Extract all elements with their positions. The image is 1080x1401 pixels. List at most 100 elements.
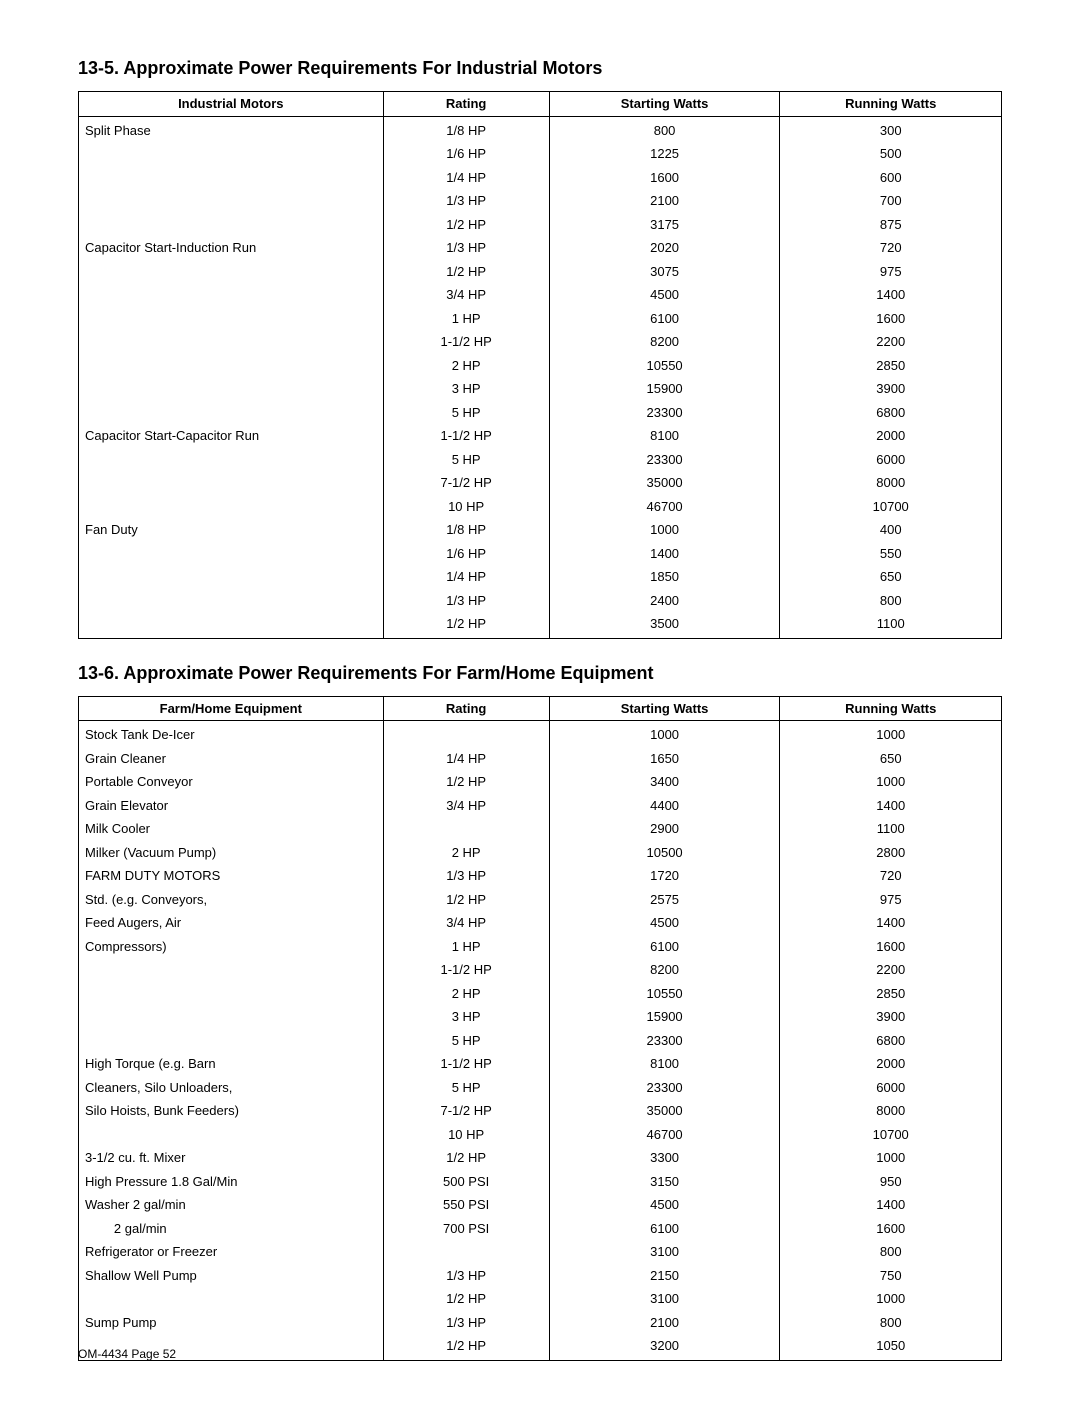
rating-cell: 1/4 HP — [383, 747, 549, 771]
table-row: 1/2 HP35001100 — [79, 612, 1002, 638]
starting-watts-cell: 1000 — [549, 721, 780, 747]
running-watts-cell: 2200 — [780, 958, 1002, 982]
equipment-label: High Torque (e.g. Barn — [79, 1052, 384, 1076]
running-watts-cell: 10700 — [780, 1123, 1002, 1147]
running-watts-cell: 800 — [780, 589, 1002, 613]
running-watts-cell: 1400 — [780, 794, 1002, 818]
rating-cell: 1/2 HP — [383, 260, 549, 284]
equipment-label — [79, 565, 384, 589]
rating-cell — [383, 721, 549, 747]
equipment-label: Silo Hoists, Bunk Feeders) — [79, 1099, 384, 1123]
rating-cell: 10 HP — [383, 495, 549, 519]
table-row: 2 gal/min700 PSI61001600 — [79, 1217, 1002, 1241]
table-row: 1/4 HP1600600 — [79, 166, 1002, 190]
equipment-label — [79, 589, 384, 613]
table-row: 1/3 HP2100700 — [79, 189, 1002, 213]
table-row: Portable Conveyor1/2 HP34001000 — [79, 770, 1002, 794]
equipment-label: Portable Conveyor — [79, 770, 384, 794]
equipment-label — [79, 1005, 384, 1029]
starting-watts-cell: 2575 — [549, 888, 780, 912]
table-row: High Pressure 1.8 Gal/Min500 PSI3150950 — [79, 1170, 1002, 1194]
equipment-label — [79, 189, 384, 213]
equipment-label: 2 gal/min — [79, 1217, 384, 1241]
equipment-label — [79, 982, 384, 1006]
rating-cell: 10 HP — [383, 1123, 549, 1147]
rating-cell: 700 PSI — [383, 1217, 549, 1241]
table-row: 1/2 HP3075975 — [79, 260, 1002, 284]
equipment-label — [79, 612, 384, 638]
running-watts-cell: 650 — [780, 565, 1002, 589]
rating-cell: 1/4 HP — [383, 565, 549, 589]
page: 13-5. Approximate Power Requirements For… — [0, 0, 1080, 1401]
equipment-label — [79, 307, 384, 331]
starting-watts-cell: 15900 — [549, 377, 780, 401]
table-row: Feed Augers, Air3/4 HP45001400 — [79, 911, 1002, 935]
equipment-label — [79, 1287, 384, 1311]
starting-watts-cell: 4500 — [549, 1193, 780, 1217]
running-watts-cell: 750 — [780, 1264, 1002, 1288]
table-row: 3/4 HP45001400 — [79, 283, 1002, 307]
equipment-label: Fan Duty — [79, 518, 384, 542]
table-row: Std. (e.g. Conveyors,1/2 HP2575975 — [79, 888, 1002, 912]
table-row: 5 HP233006000 — [79, 448, 1002, 472]
running-watts-cell: 2800 — [780, 841, 1002, 865]
equipment-label: Grain Cleaner — [79, 747, 384, 771]
running-watts-cell: 8000 — [780, 1099, 1002, 1123]
table-row: 1/2 HP32001050 — [79, 1334, 1002, 1360]
page-footer: OM-4434 Page 52 — [78, 1347, 176, 1361]
running-watts-cell: 1000 — [780, 721, 1002, 747]
running-watts-cell: 400 — [780, 518, 1002, 542]
starting-watts-cell: 1000 — [549, 518, 780, 542]
table-row: 3-1/2 cu. ft. Mixer1/2 HP33001000 — [79, 1146, 1002, 1170]
running-watts-cell: 1600 — [780, 1217, 1002, 1241]
rating-cell: 1/2 HP — [383, 888, 549, 912]
rating-cell: 1/3 HP — [383, 189, 549, 213]
equipment-label — [79, 260, 384, 284]
equipment-label — [79, 542, 384, 566]
equipment-label: Split Phase — [79, 116, 384, 142]
starting-watts-cell: 3100 — [549, 1287, 780, 1311]
starting-watts-cell: 8100 — [549, 424, 780, 448]
starting-watts-cell: 3075 — [549, 260, 780, 284]
table-row: 10 HP4670010700 — [79, 495, 1002, 519]
running-watts-cell: 875 — [780, 213, 1002, 237]
running-watts-cell: 1400 — [780, 283, 1002, 307]
equipment-label: Washer 2 gal/min — [79, 1193, 384, 1217]
starting-watts-cell: 4500 — [549, 911, 780, 935]
starting-watts-cell: 10550 — [549, 982, 780, 1006]
running-watts-cell: 1600 — [780, 935, 1002, 959]
equipment-label — [79, 471, 384, 495]
starting-watts-cell: 1400 — [549, 542, 780, 566]
starting-watts-cell: 35000 — [549, 1099, 780, 1123]
table-row: Split Phase1/8 HP800300 — [79, 116, 1002, 142]
table-row: Washer 2 gal/min550 PSI45001400 — [79, 1193, 1002, 1217]
running-watts-cell: 10700 — [780, 495, 1002, 519]
rating-cell: 1/3 HP — [383, 1311, 549, 1335]
rating-cell: 1/2 HP — [383, 1287, 549, 1311]
starting-watts-cell: 1720 — [549, 864, 780, 888]
equipment-label: Feed Augers, Air — [79, 911, 384, 935]
equipment-label: Shallow Well Pump — [79, 1264, 384, 1288]
running-watts-cell: 550 — [780, 542, 1002, 566]
starting-watts-cell: 2900 — [549, 817, 780, 841]
table-row: Compressors)1 HP61001600 — [79, 935, 1002, 959]
running-watts-cell: 300 — [780, 116, 1002, 142]
starting-watts-cell: 3300 — [549, 1146, 780, 1170]
column-header: Rating — [383, 696, 549, 721]
equipment-label — [79, 377, 384, 401]
running-watts-cell: 2000 — [780, 1052, 1002, 1076]
starting-watts-cell: 1650 — [549, 747, 780, 771]
equipment-label: Stock Tank De-Icer — [79, 721, 384, 747]
table-row: Silo Hoists, Bunk Feeders)7-1/2 HP350008… — [79, 1099, 1002, 1123]
column-header: Industrial Motors — [79, 92, 384, 117]
equipment-label — [79, 495, 384, 519]
rating-cell: 1/3 HP — [383, 864, 549, 888]
table-row: Shallow Well Pump1/3 HP2150750 — [79, 1264, 1002, 1288]
running-watts-cell: 6000 — [780, 1076, 1002, 1100]
rating-cell: 5 HP — [383, 448, 549, 472]
starting-watts-cell: 15900 — [549, 1005, 780, 1029]
table-row: Fan Duty1/8 HP1000400 — [79, 518, 1002, 542]
table-row: FARM DUTY MOTORS1/3 HP1720720 — [79, 864, 1002, 888]
equipment-label: Capacitor Start-Induction Run — [79, 236, 384, 260]
rating-cell: 1 HP — [383, 935, 549, 959]
